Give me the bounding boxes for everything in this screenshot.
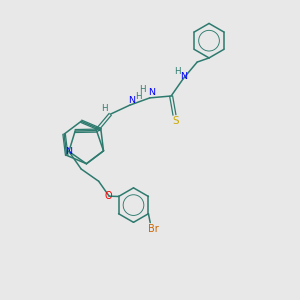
Text: H: H [135,92,141,101]
Text: Br: Br [148,224,159,234]
Text: H: H [139,85,146,94]
Text: H: H [101,104,108,113]
Text: N: N [148,88,155,97]
Text: N: N [181,73,188,82]
Text: N: N [128,96,135,105]
Text: S: S [172,116,179,126]
Text: N: N [65,147,72,156]
Text: O: O [105,191,112,201]
Text: H: H [174,68,181,76]
